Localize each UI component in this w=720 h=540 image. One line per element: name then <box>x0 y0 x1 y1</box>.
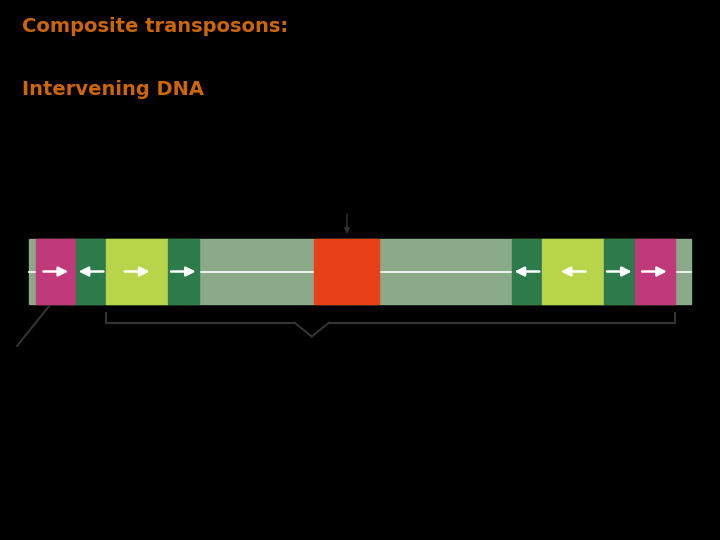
Text: Tn10
(9300 bp): Tn10 (9300 bp) <box>284 348 352 379</box>
Text: Ripetizione
fiancheggiante diretta: Ripetizione fiancheggiante diretta <box>17 348 157 376</box>
Bar <box>36 239 76 304</box>
Bar <box>542 239 604 304</box>
Bar <box>106 239 168 304</box>
Text: Composite transposons:: Composite transposons: <box>22 17 288 37</box>
Text: $\it{tet}^R$$\it{ gene}$: $\it{tet}^R$$\it{ gene}$ <box>309 185 384 209</box>
Bar <box>512 239 542 304</box>
Text: IS10L: IS10L <box>112 192 162 209</box>
Bar <box>168 239 199 304</box>
Text: IS10R: IS10R <box>555 192 606 209</box>
Text: Intervening DNA: Intervening DNA <box>22 80 204 99</box>
Bar <box>604 239 634 304</box>
Bar <box>29 239 691 304</box>
Bar <box>634 239 675 304</box>
Bar <box>315 239 379 304</box>
Bar <box>76 239 106 304</box>
